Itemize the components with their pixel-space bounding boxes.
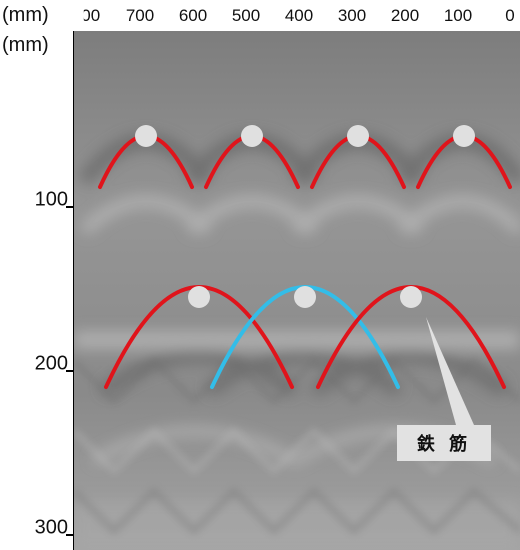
rebar-marker [188,286,210,308]
y-tick-mark [66,206,74,208]
scan-noise [74,357,520,535]
x-tick-label: 400 [284,6,314,25]
rebar-callout-label: 鉄 筋 [397,425,491,461]
rebar-marker [400,286,422,308]
callout-pointer [426,317,474,425]
y-axis-unit: (mm) [2,34,49,56]
x-tick-label: 500 [231,6,261,25]
x-axis-unit: (mm) [2,4,49,26]
rebar-marker [453,125,475,147]
rebar-marker [135,125,157,147]
y-tick-label: 200 [34,352,68,375]
x-tick-label: 200 [390,6,420,25]
x-tick-label: 0 [505,6,515,25]
x-tick-label: 700 [125,6,155,25]
rebar-markers [135,125,475,308]
rebar-marker [347,125,369,147]
rebar-marker [241,125,263,147]
y-tick-mark [66,370,74,372]
y-tick-label: 300 [34,516,68,539]
y-tick-label: 100 [34,188,68,211]
radar-scan-image [74,31,520,550]
x-tick-label: 300 [337,6,367,25]
y-tick-mark [66,534,74,536]
scan-overlay [74,31,520,550]
x-tick-label: 800 [71,6,101,25]
rebar-marker [294,286,316,308]
x-tick-label: 600 [178,6,208,25]
x-tick-label: 100 [443,6,473,25]
